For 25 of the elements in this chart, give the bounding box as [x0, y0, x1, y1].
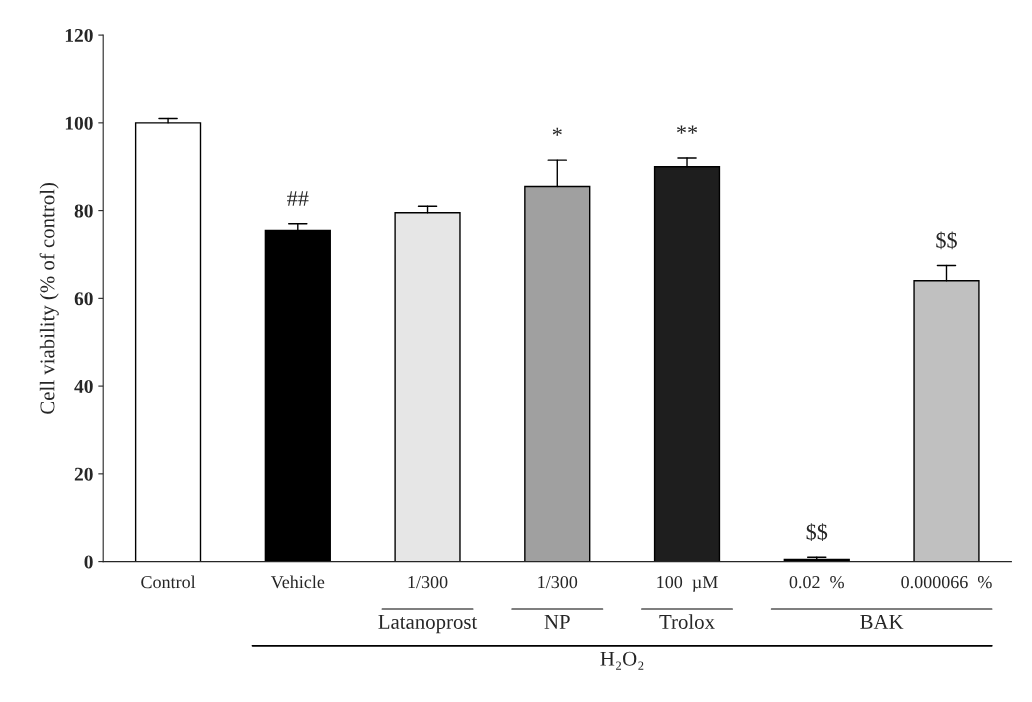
text: NP [544, 615, 570, 629]
x-tick-label: 100 µM [657, 576, 718, 592]
annotation: * [552, 127, 562, 136]
x-tick-label: Vehicle [270, 575, 325, 589]
x-tick-label: 0.02 % [789, 576, 844, 589]
y-tick-label: 60 [74, 292, 93, 306]
text: Latanoprost [378, 615, 478, 634]
annotation: ** [676, 125, 698, 134]
y-tick-label: 20 [74, 467, 93, 481]
x-tick-label: 1/300 [538, 576, 578, 589]
y-tick-label: 0 [84, 555, 93, 569]
x-tick-label: Control [141, 575, 196, 589]
text: Trolox [659, 614, 715, 629]
y-tick-label: 120 [65, 28, 93, 43]
y-tick-label: 40 [74, 379, 93, 394]
y-tick-label: 100 [65, 116, 93, 130]
annotation: ## [287, 191, 309, 206]
x-tick-label: 1/300 [408, 576, 448, 589]
x-tick-label: 0.000066 % [901, 576, 992, 589]
text: BAK [860, 614, 904, 629]
annotation: $$ [936, 231, 957, 250]
text: H₂O₂ [600, 651, 644, 670]
y-axis-title: Cell viability (% of control) [39, 182, 59, 414]
y-tick-label: 80 [74, 204, 93, 218]
annotation: $$ [806, 523, 828, 542]
